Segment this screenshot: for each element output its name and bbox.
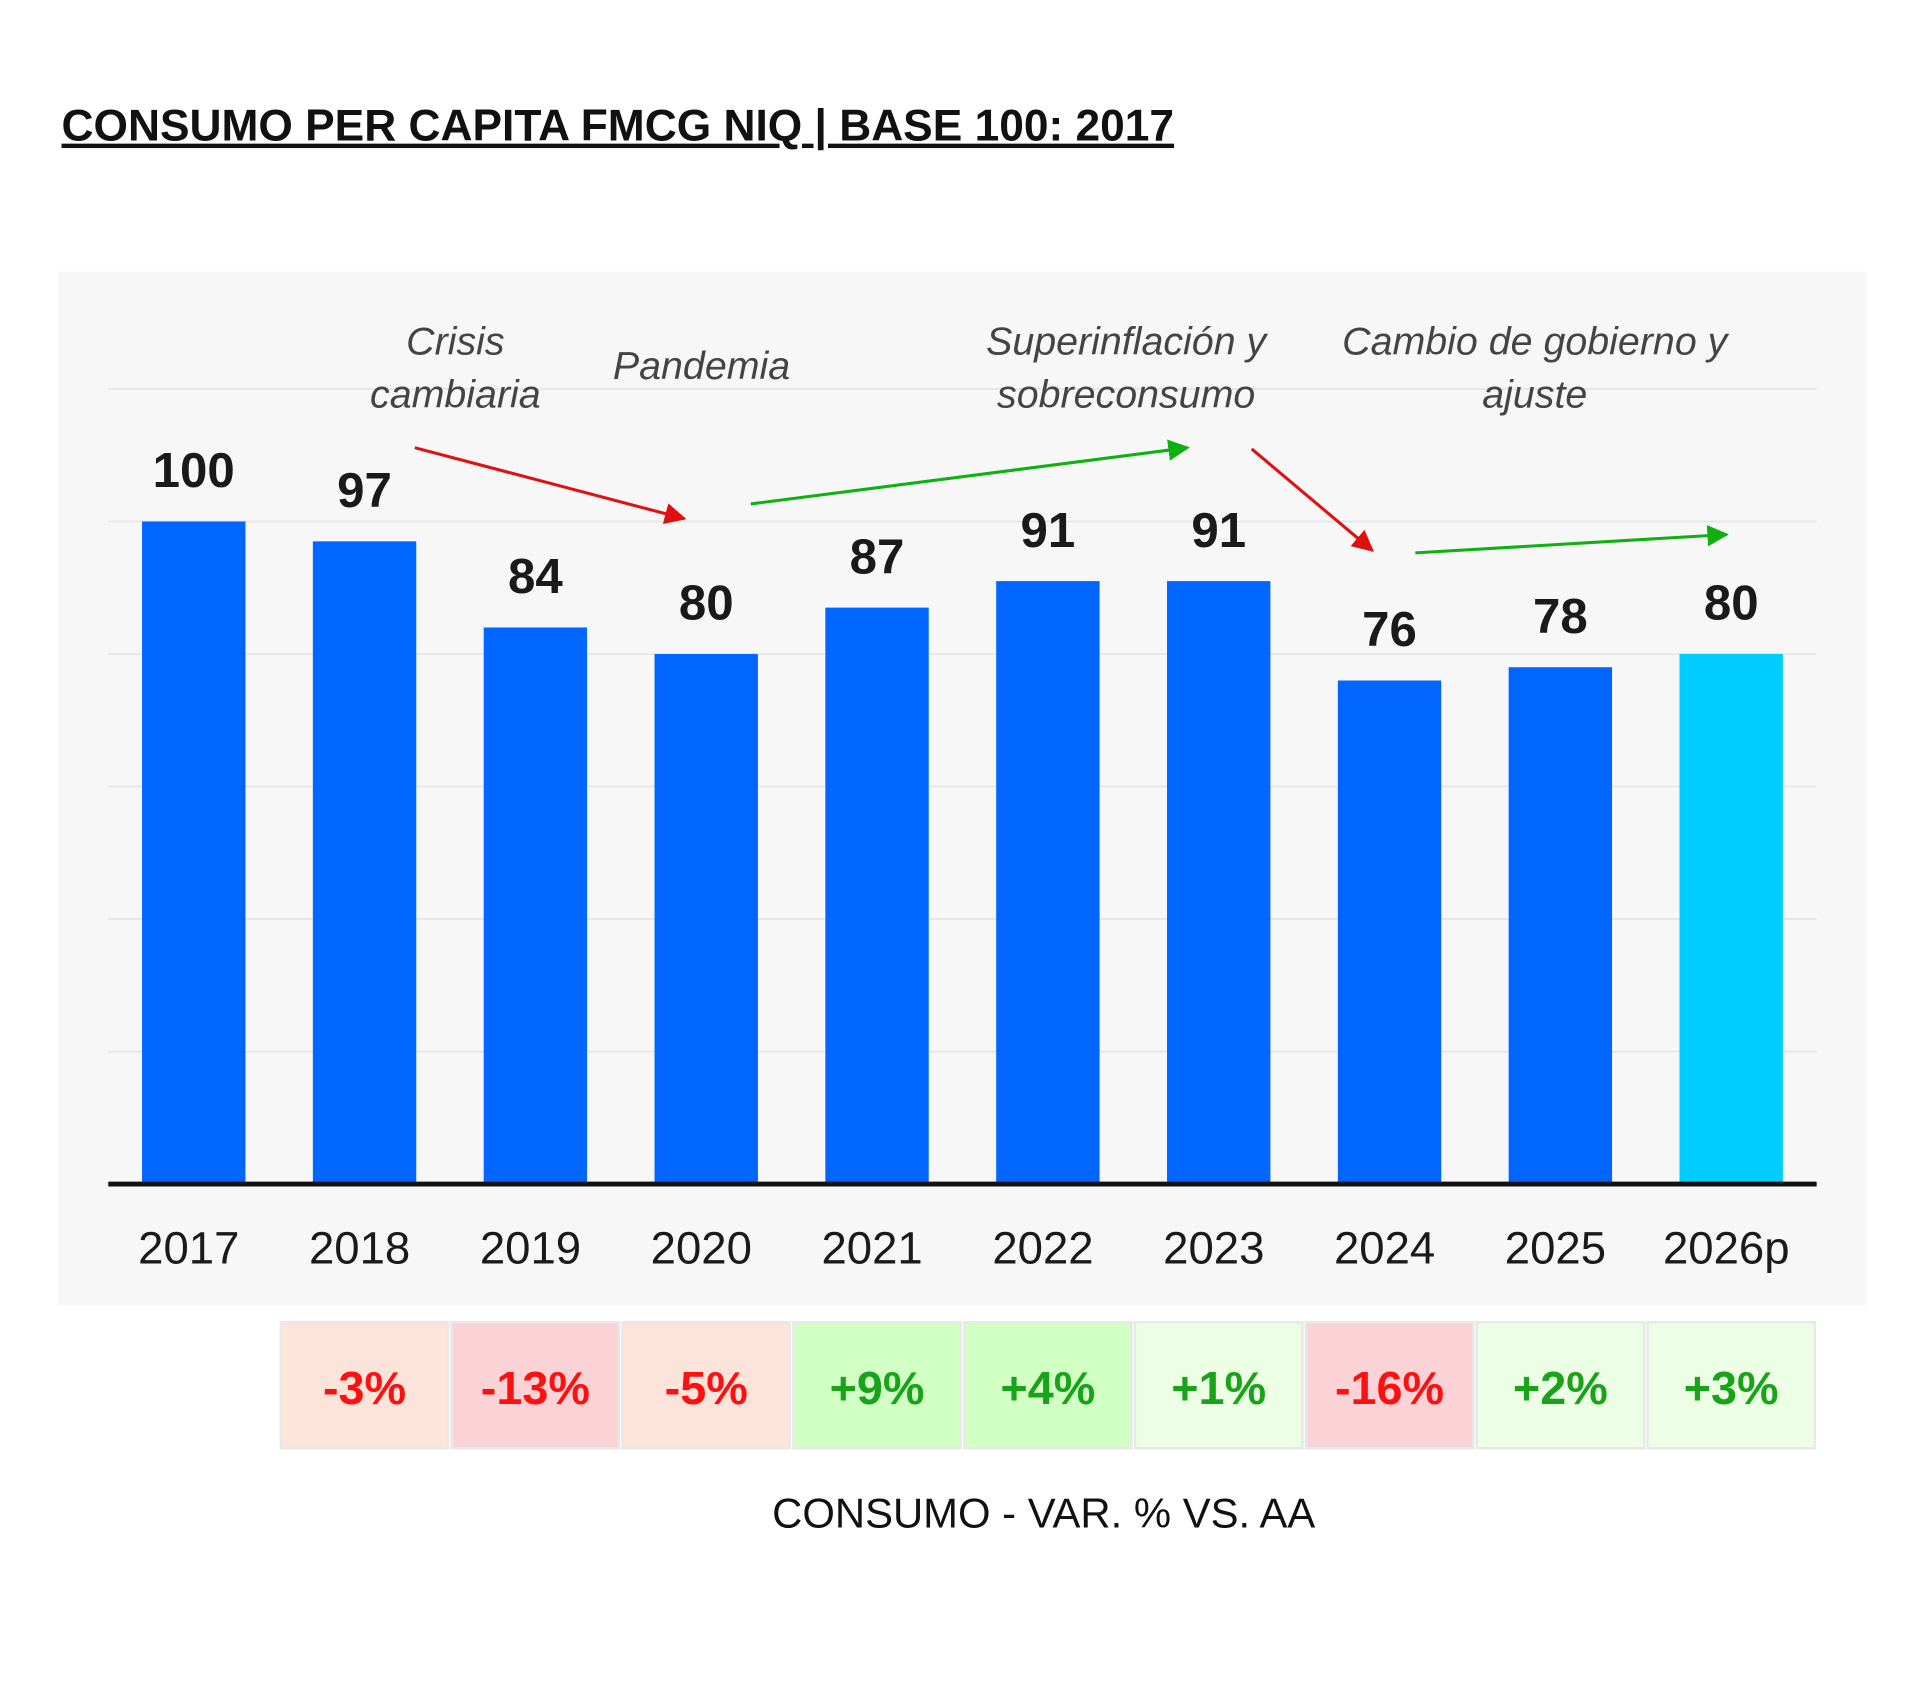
change-cell <box>621 1321 792 1450</box>
bar <box>483 627 588 1185</box>
change-label: -16% <box>1335 1362 1444 1414</box>
x-tick-label: 2023 <box>1163 1223 1264 1274</box>
change-cell <box>279 1321 450 1450</box>
change-label: +1% <box>1171 1362 1266 1414</box>
bar <box>825 607 929 1185</box>
changes-label: CONSUMO - VAR. % VS. AA <box>772 1490 1315 1537</box>
bar <box>654 653 758 1185</box>
change-label: +9% <box>830 1362 925 1414</box>
change-cell <box>962 1321 1133 1450</box>
change-label: +4% <box>1000 1362 1095 1414</box>
bar <box>996 581 1100 1185</box>
x-tick-label: 2024 <box>1334 1223 1435 1274</box>
change-label: -13% <box>481 1362 590 1414</box>
bar <box>1167 581 1271 1185</box>
value-label: 84 <box>508 550 563 604</box>
annotation: ajuste <box>1482 372 1587 416</box>
change-label: +3% <box>1684 1362 1779 1414</box>
x-tick-label: 2026p <box>1663 1223 1790 1274</box>
annotation: Cambio de gobierno y <box>1342 320 1730 364</box>
annotation: cambiaria <box>370 372 541 416</box>
value-label: 80 <box>679 577 734 631</box>
value-label: 100 <box>153 444 235 498</box>
x-tick-label: 2020 <box>651 1223 752 1274</box>
value-label: 78 <box>1533 590 1588 644</box>
value-label: 80 <box>1704 577 1759 631</box>
value-label: 97 <box>337 464 392 518</box>
change-cell <box>1475 1321 1646 1450</box>
bar <box>312 541 417 1185</box>
bar <box>142 521 246 1185</box>
bar <box>1337 680 1442 1185</box>
change-label: -3% <box>323 1362 406 1414</box>
x-tick-label: 2025 <box>1505 1223 1606 1274</box>
change-cell <box>450 1321 621 1450</box>
x-tick-label: 2019 <box>480 1223 581 1274</box>
x-tick-label: 2022 <box>992 1223 1093 1274</box>
arrow <box>750 439 1190 506</box>
annotation: Crisis <box>406 320 504 364</box>
annotation: sobreconsumo <box>997 372 1255 416</box>
x-tick-label: 2021 <box>821 1223 922 1274</box>
value-label: 87 <box>850 531 905 585</box>
change-cell <box>1646 1321 1817 1450</box>
change-label: -5% <box>665 1362 748 1414</box>
change-cell <box>1304 1321 1475 1450</box>
value-label: 91 <box>1191 504 1246 558</box>
arrow <box>414 446 687 525</box>
arrow <box>1415 524 1729 555</box>
x-tick-label: 2017 <box>138 1223 239 1274</box>
chart-title: CONSUMO PER CAPITA FMCG NIQ | BASE 100: … <box>62 102 1175 152</box>
x-tick-label: 2018 <box>309 1223 410 1274</box>
change-cell <box>792 1321 962 1450</box>
arrow <box>1250 447 1374 552</box>
annotation: Superinflación y <box>986 320 1269 364</box>
bar <box>1679 653 1783 1185</box>
value-label: 76 <box>1362 603 1417 657</box>
annotation: Pandemia <box>613 344 790 388</box>
value-label: 91 <box>1021 504 1076 558</box>
change-label: +2% <box>1513 1362 1608 1414</box>
change-cell <box>1133 1321 1304 1450</box>
bar <box>1508 667 1613 1185</box>
